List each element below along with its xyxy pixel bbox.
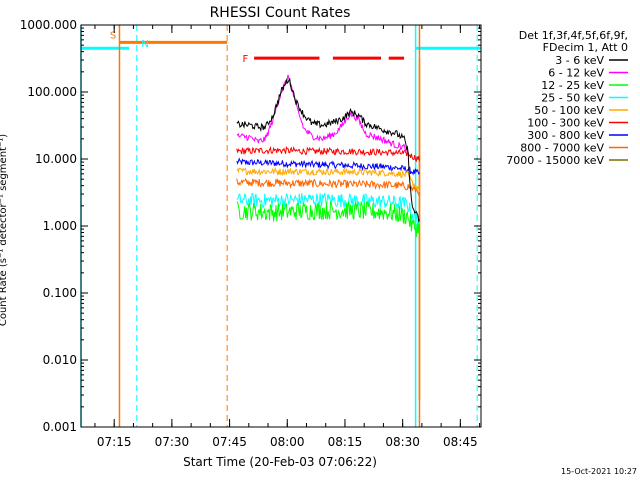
series-line-100-300-kev	[236, 145, 420, 163]
x-tick-label: 08:00	[270, 435, 305, 449]
series-line-3-6-kev	[236, 78, 420, 223]
series-line-25-50-kev	[236, 192, 420, 227]
legend-header-line: Det 1f,3f,4f,5f,6f,9f,	[519, 29, 628, 42]
series-layer	[236, 74, 420, 238]
y-tick-label: 0.100	[43, 286, 77, 300]
legend-label: 800 - 7000 keV	[520, 142, 604, 155]
night-label: N	[141, 39, 148, 50]
y-tick-label: 100.000	[27, 85, 77, 99]
flare-label: F	[243, 54, 249, 65]
x-tick-label: 08:30	[385, 435, 420, 449]
legend-header-line: FDecim 1, Att 0	[543, 41, 628, 54]
x-tick-label: 08:45	[443, 435, 478, 449]
series-line-12-25-kev	[236, 200, 420, 238]
legend-label: 12 - 25 keV	[541, 79, 604, 92]
y-tick-label: 1.000	[43, 219, 77, 233]
x-tick-label: 07:45	[212, 435, 247, 449]
plot-timestamp: 15-Oct-2021 10:27	[561, 467, 637, 476]
legend-label: 50 - 100 keV	[534, 104, 604, 117]
legend-label: 100 - 300 keV	[527, 117, 604, 130]
y-tick-label: 0.010	[43, 353, 77, 367]
legend-label: 3 - 6 keV	[555, 54, 604, 67]
y-tick-label: 0.001	[43, 420, 77, 434]
legend-label: 300 - 800 keV	[527, 129, 604, 142]
legend-label: 7000 - 15000 keV	[506, 154, 604, 167]
y-tick-label: 10.000	[35, 152, 77, 166]
chart-title: RHESSI Count Rates	[210, 5, 351, 21]
legend-label: 25 - 50 keV	[541, 92, 604, 105]
x-tick-label: 07:15	[97, 435, 132, 449]
saa-label: S	[110, 30, 116, 41]
legend: Det 1f,3f,4f,5f,6f,9f,FDecim 1, Att 03 -…	[506, 29, 628, 167]
series-line-6-12-kev	[236, 74, 409, 155]
y-axis-label: Count Rate (s⁻¹ detector⁻¹ segment⁻¹)	[0, 134, 9, 326]
x-tick-label: 08:15	[328, 435, 363, 449]
x-tick-label: 07:30	[155, 435, 190, 449]
series-line-50-100-kev	[236, 166, 420, 192]
series-line-800-7000-kev	[236, 177, 420, 197]
x-axis-label: Start Time (20-Feb-03 07:06:22)	[183, 455, 377, 469]
y-tick-label: 1000.000	[20, 18, 77, 32]
axes-layer: 1000.000 100.000 10.000 1.000 0.100 0.010 0.00…	[20, 18, 481, 449]
legend-label: 6 - 12 keV	[548, 67, 604, 80]
series-line-300-800-kev	[236, 157, 420, 176]
